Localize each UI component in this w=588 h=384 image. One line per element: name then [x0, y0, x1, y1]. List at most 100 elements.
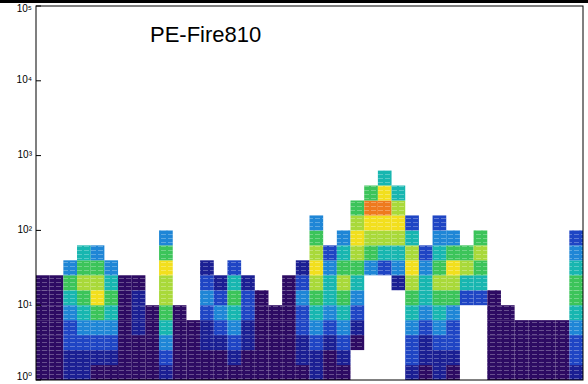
- cell: [351, 245, 365, 260]
- cell: [364, 200, 378, 215]
- cell: [351, 335, 365, 350]
- cell: [433, 305, 447, 320]
- cell: [310, 290, 324, 305]
- cell: [77, 365, 91, 380]
- cell: [310, 320, 324, 335]
- cell-texture: [378, 260, 392, 275]
- cell: [296, 290, 310, 305]
- cell-texture: [556, 320, 570, 335]
- cell-texture: [515, 350, 529, 365]
- cell-texture: [118, 275, 132, 290]
- cell: [296, 320, 310, 335]
- cell-texture: [419, 245, 433, 260]
- cell: [487, 290, 501, 305]
- cell-texture: [36, 290, 50, 305]
- cell-texture: [446, 275, 460, 290]
- cell-texture: [36, 350, 50, 365]
- cell: [50, 365, 64, 380]
- cell: [145, 335, 159, 350]
- cell: [227, 335, 241, 350]
- cell: [268, 305, 282, 320]
- cell-texture: [405, 260, 419, 275]
- cell-texture: [392, 245, 406, 260]
- cell: [474, 275, 488, 290]
- cell-texture: [77, 245, 91, 260]
- cell: [569, 230, 583, 245]
- cell: [50, 290, 64, 305]
- cell: [173, 350, 187, 365]
- cell-texture: [268, 305, 282, 320]
- cell: [132, 275, 146, 290]
- cell-texture: [419, 320, 433, 335]
- cell: [214, 350, 228, 365]
- cell: [132, 290, 146, 305]
- cell: [77, 320, 91, 335]
- cell: [433, 290, 447, 305]
- cell-texture: [405, 275, 419, 290]
- cell: [227, 365, 241, 380]
- cell-texture: [487, 335, 501, 350]
- cell: [296, 365, 310, 380]
- cell: [214, 275, 228, 290]
- cell: [487, 320, 501, 335]
- cell: [173, 335, 187, 350]
- cell-texture: [296, 305, 310, 320]
- cell-texture: [419, 350, 433, 365]
- cell: [419, 305, 433, 320]
- cell: [77, 350, 91, 365]
- cell-texture: [569, 275, 583, 290]
- cell-texture: [77, 260, 91, 275]
- cell-texture: [296, 350, 310, 365]
- cell: [556, 350, 570, 365]
- cell: [378, 186, 392, 201]
- cell: [378, 245, 392, 260]
- cell: [501, 320, 515, 335]
- cell: [337, 245, 351, 260]
- cell: [91, 365, 105, 380]
- cell-texture: [63, 365, 77, 380]
- cell-texture: [364, 260, 378, 275]
- cell: [405, 350, 419, 365]
- cell-texture: [145, 305, 159, 320]
- cell-texture: [501, 350, 515, 365]
- cell-texture: [104, 350, 118, 365]
- cell: [132, 320, 146, 335]
- cell: [91, 290, 105, 305]
- cell-texture: [241, 335, 255, 350]
- cell: [241, 305, 255, 320]
- cell-texture: [50, 350, 64, 365]
- cell: [474, 230, 488, 245]
- cell: [419, 275, 433, 290]
- cell-texture: [460, 290, 474, 305]
- cell: [310, 215, 324, 230]
- cell: [63, 260, 77, 275]
- cell-texture: [446, 350, 460, 365]
- cell-texture: [132, 305, 146, 320]
- cell: [337, 335, 351, 350]
- cell: [378, 171, 392, 186]
- cell: [515, 320, 529, 335]
- cell-texture: [337, 305, 351, 320]
- cell: [145, 320, 159, 335]
- cell: [104, 335, 118, 350]
- y-tick-label: 10⁴: [17, 74, 32, 85]
- cell-texture: [145, 320, 159, 335]
- y-tick: [36, 155, 41, 156]
- cell-texture: [186, 335, 200, 350]
- cell: [569, 365, 583, 380]
- cell: [104, 275, 118, 290]
- cell: [63, 305, 77, 320]
- cell-texture: [173, 335, 187, 350]
- cell: [268, 320, 282, 335]
- cell: [378, 215, 392, 230]
- cell-texture: [337, 275, 351, 290]
- cell-texture: [569, 230, 583, 245]
- cell-texture: [528, 365, 542, 380]
- cell-texture: [446, 320, 460, 335]
- cell: [296, 350, 310, 365]
- cell-texture: [419, 305, 433, 320]
- title: PE-Fire810: [150, 22, 261, 47]
- cell: [419, 320, 433, 335]
- cell: [104, 305, 118, 320]
- cell: [241, 335, 255, 350]
